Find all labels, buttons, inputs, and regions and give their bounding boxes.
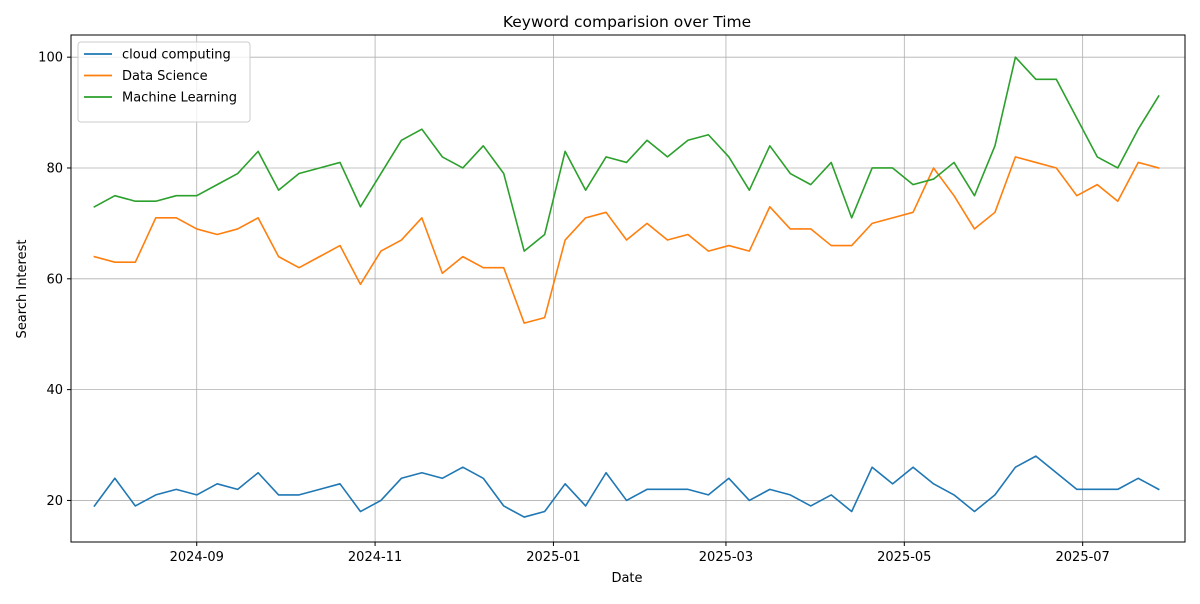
y-tick-label: 100 xyxy=(38,51,63,66)
x-tick-label: 2025-01 xyxy=(526,550,580,565)
x-tick-label: 2025-05 xyxy=(877,550,931,565)
x-tick-label: 2024-11 xyxy=(348,550,402,565)
x-tick-label: 2025-03 xyxy=(699,550,753,565)
grid xyxy=(71,35,1185,542)
y-tick-label: 40 xyxy=(46,383,63,398)
plot-area-frame xyxy=(70,34,1186,543)
legend-label: Data Science xyxy=(122,69,208,84)
x-axis-label: Date xyxy=(611,571,642,586)
x-tick-label: 2025-07 xyxy=(1056,550,1110,565)
y-tick-label: 20 xyxy=(46,494,63,509)
legend-label: Machine Learning xyxy=(122,91,237,106)
y-tick-label: 60 xyxy=(46,272,63,287)
chart-title: Keyword comparision over Time xyxy=(503,13,751,31)
legend-box xyxy=(77,41,251,123)
legend-label: cloud computing xyxy=(122,48,231,63)
series-lines xyxy=(93,56,1160,518)
y-axis-label: Search Interest xyxy=(15,240,30,339)
series-line-cloud-computing xyxy=(93,455,1160,518)
y-tick-label: 80 xyxy=(46,161,63,176)
legend: cloud computing Data Science Machine Learn… xyxy=(77,41,251,123)
x-axis-ticks: 2024-09 2024-11 2025-01 2025-03 2025-05 2025-… xyxy=(170,542,1110,565)
series-line-data-science xyxy=(93,156,1160,324)
series-line-machine-learning xyxy=(93,56,1160,252)
x-tick-label: 2024-09 xyxy=(170,550,224,565)
y-axis-ticks: 20 40 60 80 100 xyxy=(38,51,71,509)
